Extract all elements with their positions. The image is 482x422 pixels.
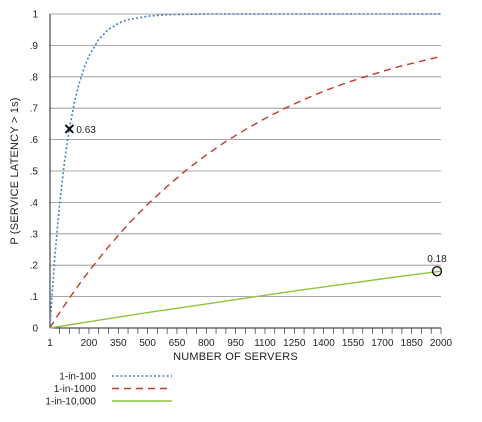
y-tick-label: .6 xyxy=(30,135,39,146)
x-tick-label: 500 xyxy=(139,338,156,349)
x-tick-label: 650 xyxy=(169,338,186,349)
y-tick-label: 1 xyxy=(32,10,38,21)
y-tick-label: .7 xyxy=(30,104,39,115)
y-tick-label: 0 xyxy=(32,324,38,335)
x-tick-labels: 1 200 350 500 650 800 950 1100 1250 1400 1550 1700 1… xyxy=(47,338,452,349)
annotations: 0.63 0.18 xyxy=(64,124,447,277)
series-lines xyxy=(49,13,442,329)
x-axis-title: NUMBER OF SERVERS xyxy=(173,351,298,363)
grid-lines xyxy=(50,13,441,298)
y-tick-label: .3 xyxy=(30,229,39,240)
series-line-1-in-1000 xyxy=(49,55,442,329)
x-tick-label: 1550 xyxy=(342,338,365,349)
legend-label: 1-in-10,000 xyxy=(45,397,96,408)
y-tick-label: .4 xyxy=(30,198,39,209)
x-marker-stroke xyxy=(64,124,75,134)
x-tick-label: 1 xyxy=(47,338,53,349)
y-tick-label: .5 xyxy=(30,167,39,178)
x-tick-label: 200 xyxy=(81,338,98,349)
x-tick-label: 950 xyxy=(227,338,244,349)
y-tick-label: .9 xyxy=(30,41,39,52)
y-axis-title: P (SERVICE LATENCY > 1s) xyxy=(9,97,21,244)
y-tick-label: .8 xyxy=(30,72,39,83)
x-tick-label: 1400 xyxy=(313,338,336,349)
x-tick-label: 350 xyxy=(110,338,127,349)
x-tick-label: 1850 xyxy=(401,338,424,349)
annotation-label: 0.18 xyxy=(427,254,447,265)
annotation-label: 0.63 xyxy=(76,125,96,136)
x-tick-label: 1250 xyxy=(283,338,306,349)
legend-label: 1-in-1000 xyxy=(54,384,97,395)
y-tick-label: .2 xyxy=(30,261,39,272)
circle-marker xyxy=(431,265,443,277)
x-tick-label: 2000 xyxy=(430,338,453,349)
axes xyxy=(49,14,442,334)
y-tick-label: .1 xyxy=(30,292,39,303)
x-tick-label: 1100 xyxy=(254,338,276,349)
series-line-1-in-10-000 xyxy=(49,270,442,329)
x-tick-label: 1700 xyxy=(371,338,394,349)
y-tick-labels: 0 .1 .2 .3 .4 .5 .6 .7 .8 .9 1 xyxy=(30,10,39,335)
legend-label: 1-in-100 xyxy=(59,372,96,383)
x-marker xyxy=(64,124,75,134)
x-tick-label: 800 xyxy=(198,338,215,349)
